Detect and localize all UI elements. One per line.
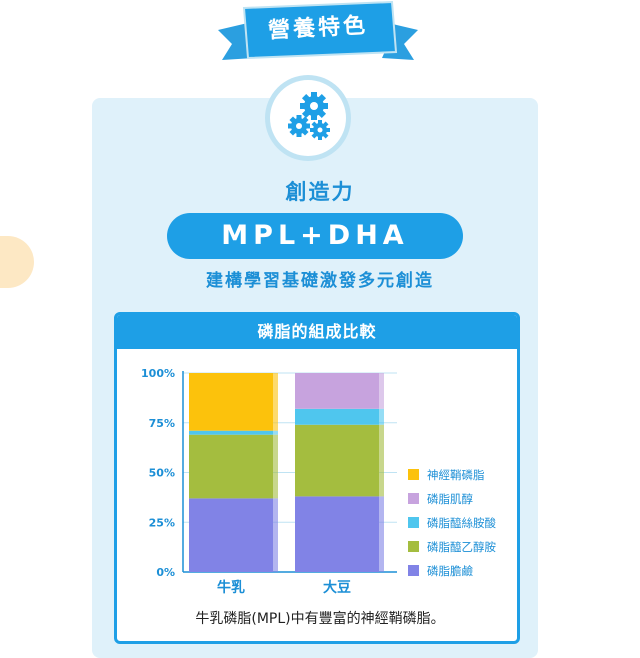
- feature-title: 創造力: [285, 180, 355, 204]
- bar-segment: [295, 408, 379, 425]
- gear-badge: [270, 80, 346, 156]
- bar-side: [273, 430, 278, 435]
- x-category-label: 牛乳: [217, 579, 245, 596]
- bar-side: [379, 424, 384, 497]
- legend-label: 神經鞘磷脂: [427, 468, 485, 482]
- y-tick-label: 50%: [149, 467, 175, 480]
- legend-swatch: [408, 493, 419, 504]
- y-tick-label: 75%: [149, 417, 175, 430]
- bar-segment: [189, 498, 273, 572]
- bar-side: [379, 373, 384, 409]
- legend-label: 磷脂醯絲胺酸: [427, 516, 496, 530]
- chart-title: 磷脂的組成比較: [117, 315, 517, 349]
- bar-segment: [295, 373, 379, 409]
- feature-subtitle: 建構學習基礎激發多元創造: [206, 271, 434, 291]
- chart-caption: 牛乳磷脂(MPL)中有豐富的神經鞘磷脂。: [195, 611, 445, 627]
- chart-box: 磷脂的組成比較 0% 25% 50% 75% 100% 牛乳 大豆 神經鞘磷脂磷脂肌醇磷脂醯絲…: [114, 312, 520, 644]
- mpl-dha-pill: MPL+DHA: [167, 213, 463, 259]
- y-tick-label: 25%: [149, 516, 175, 529]
- legend-label: 磷脂肌醇: [427, 492, 473, 506]
- bar-side: [379, 496, 384, 572]
- bar-side: [273, 498, 278, 572]
- section-banner: 營養特色: [214, 0, 422, 76]
- bar-segment: [295, 424, 379, 497]
- legend-swatch: [408, 565, 419, 576]
- legend-label: 磷脂醯乙醇胺: [427, 540, 496, 554]
- bar-side: [273, 434, 278, 499]
- ribbon-shape: [218, 0, 418, 60]
- stacked-bar-chart: 0% 25% 50% 75% 100% 牛乳 大豆 神經鞘磷脂磷脂肌醇磷脂醯絲胺酸磷脂醯乙醇胺…: [141, 367, 496, 596]
- legend-swatch: [408, 541, 419, 552]
- legend-swatch: [408, 469, 419, 480]
- bar-segment: [189, 373, 273, 431]
- bar-segment: [295, 496, 379, 572]
- legend-swatch: [408, 517, 419, 528]
- y-tick-label: 100%: [141, 367, 175, 380]
- bar-side: [273, 373, 278, 431]
- x-category-label: 大豆: [323, 579, 351, 596]
- bar-segment: [189, 434, 273, 499]
- bar-segment: [189, 430, 273, 435]
- legend-label: 磷脂膽鹼: [427, 564, 473, 578]
- gears-icon: [288, 92, 330, 140]
- y-tick-label: 0%: [156, 566, 175, 579]
- bar-side: [379, 408, 384, 425]
